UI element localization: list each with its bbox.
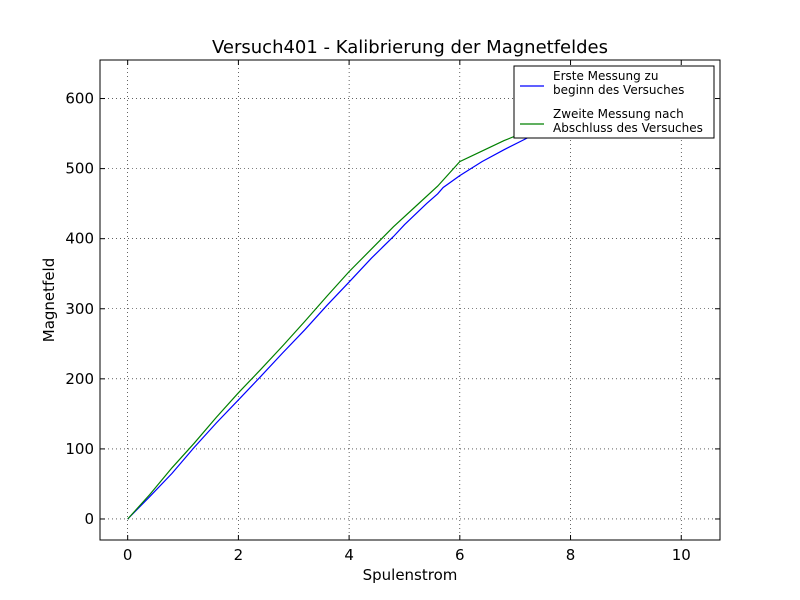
legend-label: Zweite Messung nach: [553, 107, 684, 121]
x-tick-label: 6: [455, 546, 465, 564]
legend-label: Erste Messung zu: [553, 69, 658, 83]
x-tick-label: 0: [123, 546, 133, 564]
y-tick-label: 500: [65, 160, 94, 178]
y-tick-label: 0: [84, 510, 94, 528]
y-tick-label: 200: [65, 370, 94, 388]
legend-box: [513, 65, 715, 139]
y-axis-label: Magnetfeld: [40, 258, 58, 342]
x-tick-label: 2: [234, 546, 244, 564]
y-tick-label: 600: [65, 90, 94, 108]
x-tick-label: 8: [566, 546, 576, 564]
x-tick-label: 10: [672, 546, 691, 564]
plot-frame: [99, 59, 721, 541]
legend-label: Abschluss des Versuches: [553, 121, 703, 135]
x-axis-label: Spulenstrom: [363, 566, 458, 584]
y-tick-label: 400: [65, 230, 94, 248]
chart-title: Versuch401 - Kalibrierung der Magnetfeld…: [212, 37, 608, 58]
x-tick-label: 4: [344, 546, 354, 564]
y-tick-label: 300: [65, 300, 94, 318]
legend-label: beginn des Versuches: [553, 83, 684, 97]
y-tick-label: 100: [65, 440, 94, 458]
